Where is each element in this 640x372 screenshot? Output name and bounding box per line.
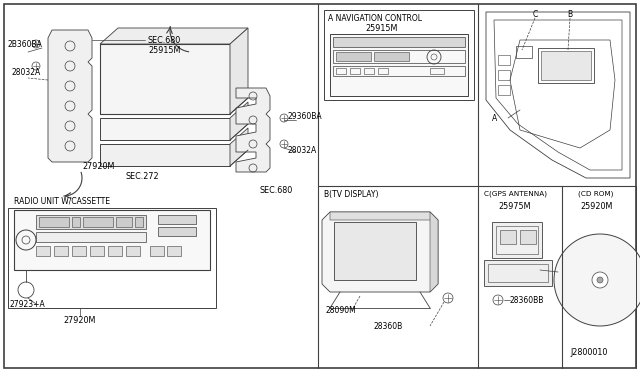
Text: 29360BA: 29360BA (288, 112, 323, 121)
Polygon shape (330, 212, 438, 220)
Polygon shape (230, 128, 248, 166)
Text: 25915M: 25915M (148, 46, 180, 55)
Bar (500, 230, 516, 244)
Bar (350, 68, 360, 74)
Bar (484, 260, 552, 286)
Text: 27920M: 27920M (64, 316, 96, 325)
Bar (90, 246, 104, 256)
Bar (36, 246, 50, 256)
Bar (126, 246, 140, 256)
Bar (333, 37, 465, 47)
Bar (336, 52, 371, 61)
Text: 28360BB: 28360BB (510, 296, 545, 305)
Text: 25920M: 25920M (580, 202, 612, 211)
Text: B: B (568, 10, 573, 19)
Bar (150, 246, 164, 256)
Text: RADIO UNIT W/CASSETTE: RADIO UNIT W/CASSETTE (14, 196, 110, 205)
Text: SEC.272: SEC.272 (126, 172, 159, 181)
Text: 2B360BA: 2B360BA (8, 40, 43, 49)
Text: SEC.680: SEC.680 (260, 186, 293, 195)
Bar (100, 118, 230, 140)
Bar (378, 68, 388, 74)
Bar (36, 215, 146, 229)
Text: SEC.680: SEC.680 (148, 36, 181, 45)
Bar (324, 10, 474, 100)
Text: C: C (532, 10, 538, 19)
Bar (496, 226, 538, 254)
Bar (374, 52, 409, 61)
Bar (334, 222, 416, 280)
Bar (108, 246, 122, 256)
Text: (CD ROM): (CD ROM) (578, 190, 613, 196)
Bar (39, 217, 69, 227)
Text: 27923+A: 27923+A (10, 300, 45, 309)
Text: 28090M: 28090M (326, 306, 356, 315)
Polygon shape (322, 212, 438, 292)
Text: 27920M: 27920M (82, 162, 115, 171)
Bar (330, 34, 468, 96)
Bar (158, 215, 196, 224)
Bar (333, 50, 465, 63)
Bar (158, 227, 196, 236)
Bar (430, 68, 444, 74)
Text: A: A (492, 113, 497, 122)
Bar (72, 217, 80, 227)
Text: A NAVIGATION CONTROL: A NAVIGATION CONTROL (328, 14, 422, 23)
Bar (538, 48, 594, 83)
Text: 28360B: 28360B (374, 322, 403, 331)
Polygon shape (430, 212, 438, 292)
Bar (8, 208, 216, 308)
Bar (333, 66, 465, 76)
Text: C(GPS ANTENNA): C(GPS ANTENNA) (484, 190, 547, 196)
Text: J2800010: J2800010 (570, 348, 607, 357)
Polygon shape (236, 88, 270, 172)
Bar (100, 144, 230, 166)
Polygon shape (230, 28, 248, 114)
Bar (488, 264, 548, 282)
Bar (72, 246, 86, 256)
Bar (516, 46, 532, 58)
Polygon shape (100, 28, 248, 44)
Bar (336, 68, 346, 74)
Bar (498, 85, 510, 95)
Bar (167, 246, 181, 256)
Text: 25975M: 25975M (498, 202, 531, 211)
Circle shape (592, 272, 608, 288)
Bar (83, 217, 113, 227)
Bar (520, 230, 536, 244)
Text: 28032A: 28032A (288, 146, 317, 155)
Text: 25915M: 25915M (365, 24, 397, 33)
Bar (36, 232, 146, 242)
Bar (492, 222, 542, 258)
Circle shape (597, 277, 603, 283)
Bar (135, 217, 143, 227)
Polygon shape (48, 30, 92, 162)
Bar (364, 68, 374, 74)
Bar (116, 217, 132, 227)
Polygon shape (486, 12, 630, 178)
Polygon shape (230, 102, 248, 140)
Bar (498, 70, 510, 80)
Bar (498, 55, 510, 65)
Circle shape (554, 234, 640, 326)
Text: 28032A: 28032A (12, 68, 41, 77)
Bar (541, 51, 591, 80)
Bar (54, 246, 68, 256)
Text: B(TV DISPLAY): B(TV DISPLAY) (324, 190, 378, 199)
Bar (100, 44, 230, 114)
Bar (14, 210, 210, 270)
